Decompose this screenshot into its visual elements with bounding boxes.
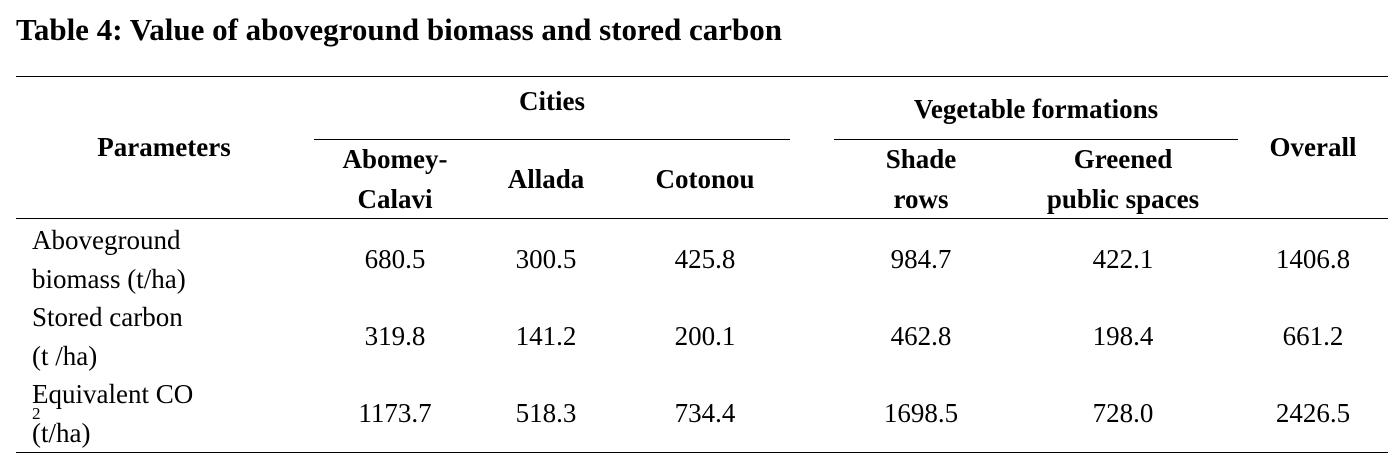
cell-stored-carbon-cotonou: 200.1 <box>674 321 736 352</box>
column-header-greened-public-spaces-line1: Greened <box>1073 144 1173 175</box>
column-header-abomey-calavi: Abomey- Calavi <box>314 141 476 218</box>
header-vegetable-formations: Vegetable formations <box>834 86 1238 134</box>
header-bottom-rule <box>16 218 1388 219</box>
column-header-greened-public-spaces: Greened public spaces <box>1008 141 1238 218</box>
table-title: Table 4: Value of aboveground biomass an… <box>16 12 782 47</box>
row-equivalent-co2-parameter-line2: (t/ha) <box>32 418 91 448</box>
cell-aboveground-biomass-shade-rows: 984.7 <box>890 244 952 275</box>
column-header-greened-public-spaces-line2: public spaces <box>1046 183 1200 214</box>
header-overall: Overall <box>1238 78 1388 218</box>
cell-stored-carbon-overall: 661.2 <box>1282 321 1344 352</box>
row-equivalent-co2-parameter-main: Equivalent CO <box>32 378 194 409</box>
row-equivalent-co2-parameter-line1: Equivalent CO 2 <box>32 375 194 422</box>
column-header-abomey-calavi-line1: Abomey- <box>342 144 448 175</box>
cities-group-rule <box>314 139 790 140</box>
cell-equivalent-co2-greened-public-spaces: 728.0 <box>1092 398 1154 429</box>
column-header-cotonou-label: Cotonou <box>655 163 755 194</box>
column-header-abomey-calavi-line2: Calavi <box>357 183 433 214</box>
column-header-cotonou: Cotonou <box>616 141 794 218</box>
cell-equivalent-co2-overall: 2426.5 <box>1275 398 1351 429</box>
header-parameters: Parameters <box>16 78 312 218</box>
header-cities-label: Cities <box>519 86 585 117</box>
cell-equivalent-co2-cotonou: 734.4 <box>674 398 736 429</box>
header-cities: Cities <box>314 78 790 126</box>
cell-equivalent-co2-shade-rows: 1698.5 <box>883 398 959 429</box>
column-header-shade-rows: Shade rows <box>834 141 1008 218</box>
cell-stored-carbon-allada: 141.2 <box>515 321 577 352</box>
row-aboveground-biomass-parameter-line2: biomass (t/ha) <box>32 264 186 294</box>
row-equivalent-co2-parameter: Equivalent CO 2 (t/ha) <box>32 376 312 452</box>
cell-aboveground-biomass-overall: 1406.8 <box>1275 244 1351 275</box>
cell-aboveground-biomass-abomey-calavi: 680.5 <box>364 244 426 275</box>
cell-aboveground-biomass-allada: 300.5 <box>515 244 577 275</box>
table-top-rule <box>16 76 1388 77</box>
column-header-shade-rows-line2: rows <box>893 183 949 214</box>
cell-equivalent-co2-allada: 518.3 <box>515 398 577 429</box>
column-header-shade-rows-line1: Shade <box>885 144 957 175</box>
cell-aboveground-biomass-greened-public-spaces: 422.1 <box>1092 244 1154 275</box>
row-aboveground-biomass-parameter: Aboveground biomass (t/ha) <box>32 222 312 298</box>
row-aboveground-biomass-parameter-line1: Aboveground <box>32 224 181 255</box>
cell-aboveground-biomass-cotonou: 425.8 <box>674 244 736 275</box>
table-bottom-rule <box>16 452 1388 453</box>
row-stored-carbon-parameter-line2: (t /ha) <box>32 341 98 371</box>
header-parameters-label: Parameters <box>97 132 231 163</box>
header-vegetable-formations-label: Vegetable formations <box>913 94 1159 125</box>
row-stored-carbon-parameter: Stored carbon (t /ha) <box>32 299 312 375</box>
cell-stored-carbon-greened-public-spaces: 198.4 <box>1092 321 1154 352</box>
column-header-allada-label: Allada <box>507 163 585 194</box>
header-overall-label: Overall <box>1269 132 1357 163</box>
row-stored-carbon-parameter-line1: Stored carbon <box>32 301 183 332</box>
column-header-allada: Allada <box>476 141 616 218</box>
cell-stored-carbon-abomey-calavi: 319.8 <box>364 321 426 352</box>
vegetable-formations-group-rule <box>834 139 1238 140</box>
cell-equivalent-co2-abomey-calavi: 1173.7 <box>358 398 432 429</box>
cell-stored-carbon-shade-rows: 462.8 <box>890 321 952 352</box>
